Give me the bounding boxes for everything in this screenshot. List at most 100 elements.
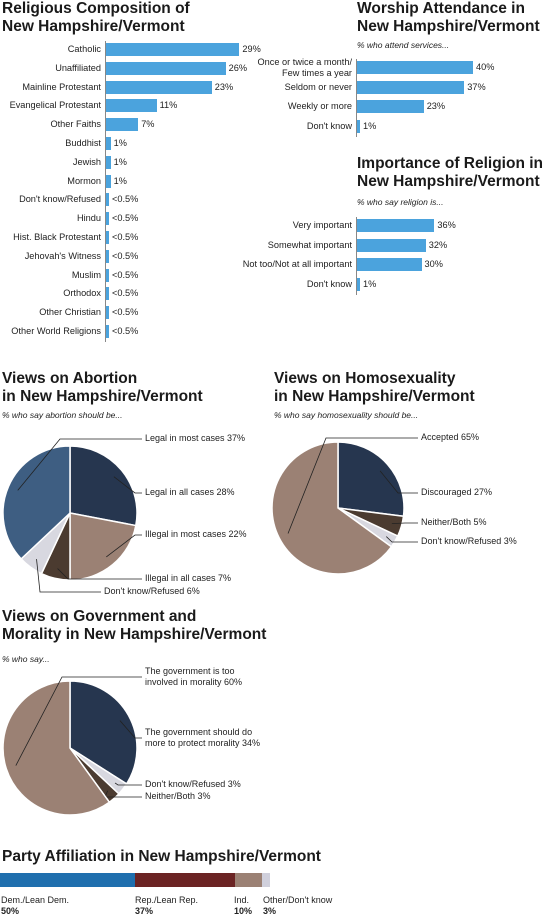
worship-subtitle: % who attend services...: [357, 40, 450, 50]
party-value: 37%: [135, 906, 154, 916]
religious-label: Jehovah's Witness: [24, 250, 101, 261]
party-segment: [261, 873, 270, 887]
government-slice-label: Don't know/Refused 3%: [145, 779, 241, 789]
religious-value-label: <0.5%: [112, 307, 139, 318]
party-label: Ind. 10%: [234, 895, 252, 917]
party-segment: [234, 873, 262, 887]
worship-value-label: 23%: [426, 101, 446, 111]
party-label: Other/Don't know 3%: [263, 895, 332, 917]
homosexuality-slice: [337, 441, 405, 518]
religious-label: Mainline Protestant: [22, 81, 101, 92]
importance-title-line2: New Hampshire/Vermont: [357, 173, 540, 190]
importance-label: Don't know: [306, 278, 352, 289]
importance-bar: [357, 277, 360, 291]
religious-bar: [106, 137, 111, 150]
government-slice-label: Neither/Both 3%: [145, 791, 211, 801]
party-title: Party Affiliation in New Hampshire/Vermo…: [2, 848, 321, 865]
importance-label: Somewhat important: [267, 239, 352, 250]
abortion-slice-label: Don't know/Refused 6%: [104, 586, 200, 596]
religious-label: Evangelical Protestant: [9, 100, 101, 111]
homosexuality-leader-line: [386, 536, 418, 543]
abortion-leader-line: [57, 568, 142, 580]
worship-title-line1: Worship Attendance in: [357, 0, 525, 17]
worship-label: Don't know: [306, 120, 352, 131]
religious-value-label: <0.5%: [112, 326, 139, 336]
religious-bar: [106, 325, 109, 338]
religious-label: Buddhist: [65, 138, 101, 148]
worship-label: Once or twice a month/Few times a year: [257, 57, 352, 78]
worship-axis: [356, 59, 357, 137]
religious-value-label: <0.5%: [112, 288, 139, 299]
party-value: 50%: [1, 906, 20, 916]
religious-label: Other Christian: [39, 307, 101, 318]
religious-label: Muslim: [71, 269, 101, 280]
religious-label: Don't know/Refused: [19, 194, 101, 205]
religious-label: Orthodox: [63, 288, 101, 299]
religious-bar: [106, 268, 109, 282]
worship-value-label: 37%: [467, 81, 486, 92]
government-title-line1: Views on Government and: [2, 608, 197, 625]
party-category: Dem./Lean Dem.: [1, 895, 70, 905]
religious-value-label: <0.5%: [112, 213, 139, 224]
religious-label: Jewish: [72, 156, 101, 167]
government-title-line2: Morality in New Hampshire/Vermont: [2, 626, 267, 643]
religious-bar: [106, 231, 109, 244]
abortion-slice-label: Legal in all cases 28%: [145, 487, 235, 497]
worship-label: Seldom or never: [284, 81, 352, 92]
government-leader-line: [15, 676, 142, 766]
religious-label: Hindu: [76, 213, 101, 224]
religious-label: Catholic: [67, 44, 101, 54]
religious-label: Hist. Black Protestant: [13, 232, 101, 242]
homosexuality-slice-label: Don't know/Refused 3%: [421, 536, 517, 546]
homosexuality-leader-line: [379, 470, 418, 494]
religious-label: Other World Religions: [11, 326, 101, 336]
worship-bar: [357, 80, 465, 94]
worship-title: Worship Attendance in New Hampshire/Verm…: [357, 0, 540, 36]
homosexuality-leader-line: [287, 437, 418, 534]
religious-bar: [106, 43, 240, 56]
importance-bar: [357, 219, 435, 232]
religious-title-line1: Religious Composition of: [2, 0, 190, 17]
religious-title-line2: New Hampshire/Vermont: [2, 18, 185, 35]
religious-value-label: 11%: [159, 100, 178, 111]
party-label: Dem./Lean Dem. 50%: [1, 895, 69, 917]
homosexuality-title-line2: in New Hampshire/Vermont: [274, 388, 475, 405]
importance-value-label: 32%: [428, 239, 448, 250]
religious-bar: [106, 193, 109, 207]
worship-bar: [357, 119, 360, 133]
religious-bar: [106, 249, 109, 263]
abortion-subtitle: % who say abortion should be...: [2, 410, 123, 420]
religious-value-label: <0.5%: [112, 269, 139, 280]
homosexuality-title-line1: Views on Homosexuality: [274, 370, 456, 387]
religious-value-label: 23%: [214, 81, 234, 92]
government-slice-label: The government is too involved in moralit…: [145, 666, 243, 687]
homosexuality-slice-label: Discouraged 27%: [421, 487, 493, 497]
religious-bar: [106, 287, 109, 301]
importance-title-line1: Importance of Religion in: [357, 155, 544, 172]
government-title: Views on Government and Morality in New …: [2, 608, 266, 644]
importance-bar: [357, 238, 426, 252]
abortion-leader-line: [17, 438, 142, 491]
religious-value-label: 1%: [113, 156, 127, 167]
religious-bar: [106, 306, 109, 320]
religious-bar: [106, 155, 111, 169]
homosexuality-slice-label: Neither/Both 5%: [421, 517, 487, 527]
abortion-slice: [2, 445, 71, 560]
religious-bar: [106, 118, 139, 132]
worship-value-label: 40%: [476, 62, 495, 72]
importance-subtitle: % who say religion is...: [357, 197, 444, 207]
worship-label: Weekly or more: [287, 101, 352, 111]
religious-value-label: <0.5%: [112, 250, 139, 261]
religious-value-label: <0.5%: [112, 194, 139, 205]
government-leader-line: [119, 720, 142, 739]
religious-bar: [106, 61, 226, 75]
homosexuality-slice-label: Accepted 65%: [421, 432, 480, 442]
homosexuality-title: Views on Homosexuality in New Hampshire/…: [274, 370, 475, 406]
government-subtitle: % who say...: [2, 654, 50, 664]
party-value: 3%: [263, 906, 277, 916]
worship-title-line2: New Hampshire/Vermont: [357, 18, 540, 35]
government-slice-label: The government should do more to protect …: [145, 727, 261, 748]
